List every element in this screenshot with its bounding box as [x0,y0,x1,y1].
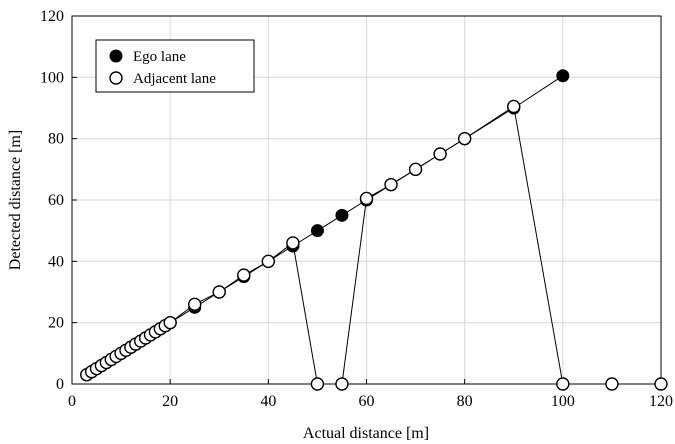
data-point-adjacent-lane [556,377,570,391]
y-tick-label: 40 [48,253,64,270]
series-lines [86,75,661,385]
legend-box [95,39,255,93]
y-tick-label: 60 [48,192,64,209]
x-tick-label: 60 [359,393,375,410]
legend: Ego lane Adjacent lane [95,39,255,93]
legend-marker-ego-lane [109,49,123,63]
data-point-ego-lane [556,69,570,83]
legend-marker-adjacent-lane [109,71,123,85]
legend-label-adjacent-lane: Adjacent lane [133,71,216,87]
y-tick-label: 100 [40,69,64,86]
data-point-ego-lane [310,224,324,238]
data-point-adjacent-lane [286,236,300,250]
y-tick-label: 80 [48,131,64,148]
series-points [80,69,668,391]
y-axis-ticks: 0 20 40 60 80 100 120 [40,8,77,393]
data-point-adjacent-lane [408,162,423,177]
data-point-adjacent-lane [188,297,202,311]
x-tick-label: 40 [260,393,276,410]
data-point-adjacent-lane [384,177,398,192]
y-tick-label: 0 [56,376,64,393]
y-tick-label: 20 [48,315,64,332]
data-point-adjacent-lane [310,377,325,391]
x-axis-label: Actual distance [m] [303,425,429,442]
data-point-adjacent-lane [359,191,374,206]
data-point-adjacent-lane [654,377,668,391]
data-point-ego-lane [335,208,349,222]
x-tick-label: 20 [162,393,178,410]
y-axis-label: Detected distance [m] [7,130,24,270]
data-point-adjacent-lane [212,285,226,299]
x-axis-ticks: 0 20 40 60 80 100 120 [68,379,673,410]
x-tick-label: 80 [457,393,473,410]
y-tick-label: 120 [40,8,64,25]
series-line-adjacent-lane [86,105,661,385]
data-point-adjacent-lane [507,99,521,114]
x-tick-label: 120 [649,393,673,410]
x-tick-label: 100 [551,393,575,410]
data-point-adjacent-lane [457,131,472,146]
x-tick-label: 0 [68,393,76,410]
data-point-adjacent-lane [335,377,349,391]
data-point-adjacent-lane [433,147,447,161]
data-point-adjacent-lane [261,254,276,269]
legend-label-ego-lane: Ego lane [133,49,186,65]
data-point-adjacent-lane [237,268,251,282]
data-point-adjacent-lane [163,315,177,330]
data-point-adjacent-lane [605,377,619,391]
